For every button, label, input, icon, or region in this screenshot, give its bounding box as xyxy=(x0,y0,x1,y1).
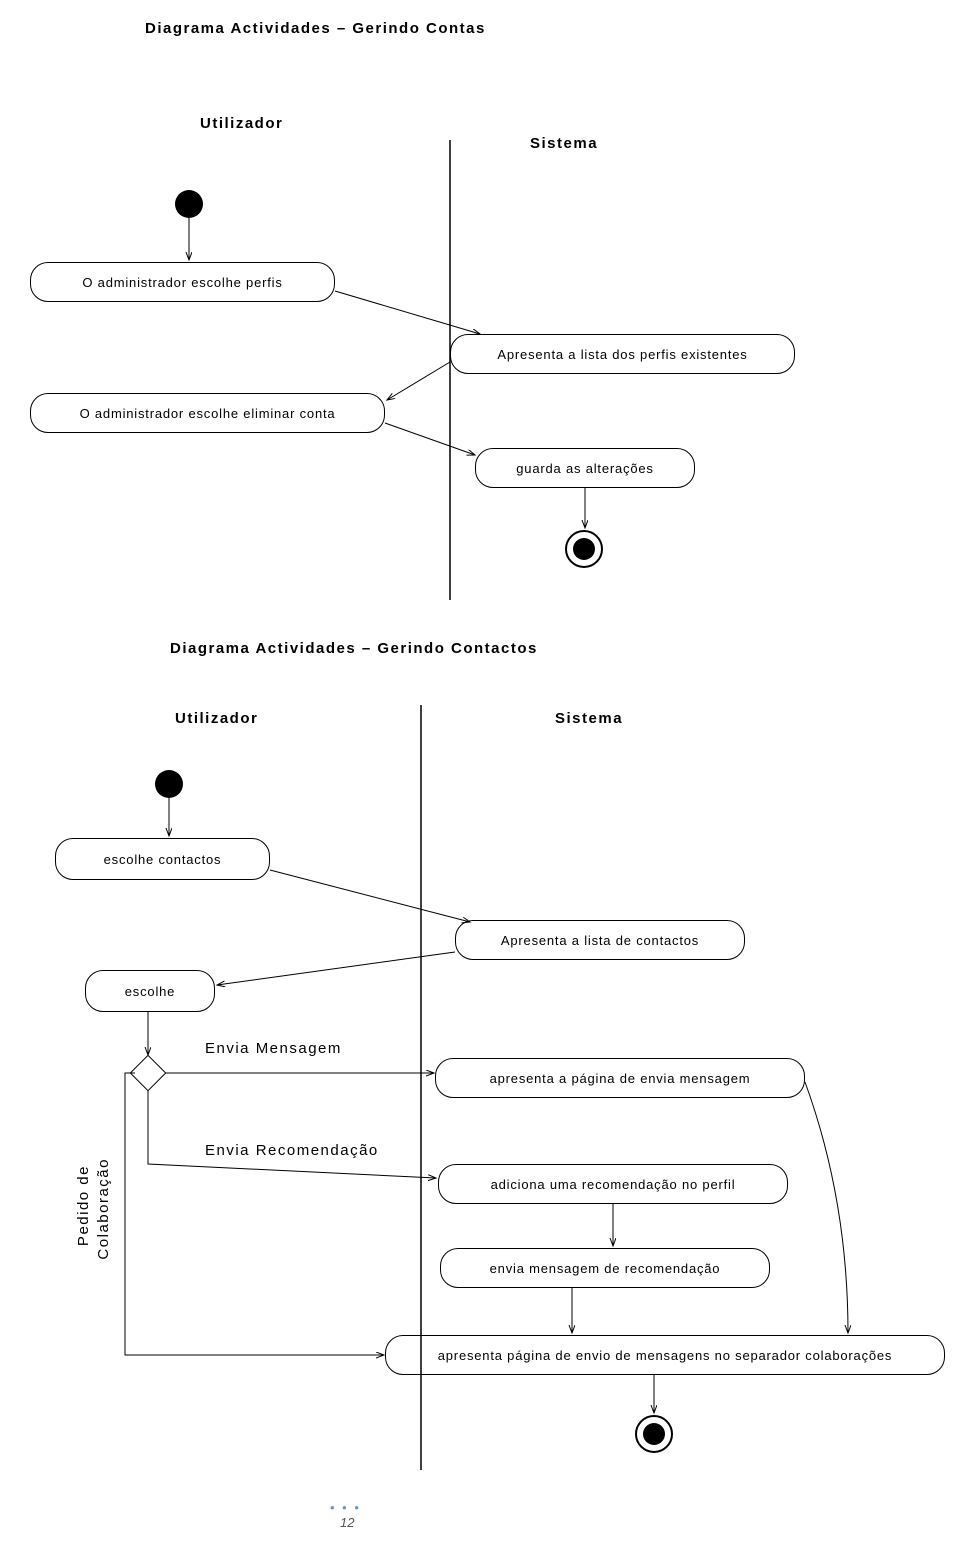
diagram1-node-guarda-alteracoes: guarda as alterações xyxy=(475,448,695,488)
diagram1-title: Diagrama Actividades – Gerindo Contas xyxy=(145,20,486,37)
diagram2-node-apresenta-lista-contactos: Apresenta a lista de contactos xyxy=(455,920,745,960)
diagram1-swimlane-utilizador: Utilizador xyxy=(200,115,283,132)
diagram2-initial-node xyxy=(155,770,183,798)
diagram2-node-apresenta-pagina-colaboracoes: apresenta página de envio de mensagens n… xyxy=(385,1335,945,1375)
diagram1-node-label-3: O administrador escolhe eliminar conta xyxy=(80,406,336,421)
diagram2-final-node-inner xyxy=(643,1423,665,1445)
diagram2-node-apresenta-pagina-mensagem: apresenta a página de envia mensagem xyxy=(435,1058,805,1098)
page-dots: • • • xyxy=(330,1500,361,1515)
diagram1-swimlane-sistema: Sistema xyxy=(530,135,598,152)
diagram2-decision-node xyxy=(130,1055,167,1092)
diagram2-final-node xyxy=(635,1415,673,1453)
diagram2-node-label-1: escolhe contactos xyxy=(104,852,222,867)
diagram2-node-envia-mensagem-recomendacao: envia mensagem de recomendação xyxy=(440,1248,770,1288)
diagram1-node-admin-escolhe-perfis: O administrador escolhe perfis xyxy=(30,262,335,302)
diagram2-node-label-5: adiciona uma recomendação no perfil xyxy=(491,1177,736,1192)
diagram1-node-label-2: Apresenta a lista dos perfis existentes xyxy=(497,347,747,362)
diagram2-swimlane-sistema: Sistema xyxy=(555,710,623,727)
diagram1-final-node-inner xyxy=(573,538,595,560)
diagram2-node-escolhe: escolhe xyxy=(85,970,215,1012)
edges-svg xyxy=(0,0,960,1551)
edge-label-pedido-de: Pedido de xyxy=(75,1165,92,1246)
diagram2-node-label-7: apresenta página de envio de mensagens n… xyxy=(438,1348,893,1363)
diagram2-node-label-4: apresenta a página de envia mensagem xyxy=(490,1071,751,1086)
edge-label-envia-recomendacao: Envia Recomendação xyxy=(205,1142,379,1159)
diagram1-node-label-4: guarda as alterações xyxy=(516,461,653,476)
diagram1-node-apresenta-lista-perfis: Apresenta a lista dos perfis existentes xyxy=(450,334,795,374)
page-number: 12 xyxy=(340,1515,354,1530)
diagram2-swimlane-utilizador: Utilizador xyxy=(175,710,258,727)
diagram2-node-label-2: Apresenta a lista de contactos xyxy=(501,933,699,948)
edge-label-colaboracao: Colaboração xyxy=(95,1158,112,1260)
diagram2-node-label-6: envia mensagem de recomendação xyxy=(490,1261,721,1276)
diagram1-node-label-1: O administrador escolhe perfis xyxy=(82,275,282,290)
diagram2-title: Diagrama Actividades – Gerindo Contactos xyxy=(170,640,538,657)
diagram2-node-escolhe-contactos: escolhe contactos xyxy=(55,838,270,880)
diagram1-initial-node xyxy=(175,190,203,218)
diagram2-node-adiciona-recomendacao: adiciona uma recomendação no perfil xyxy=(438,1164,788,1204)
diagram2-node-label-3: escolhe xyxy=(125,984,175,999)
diagram1-final-node xyxy=(565,530,603,568)
diagram1-node-admin-eliminar-conta: O administrador escolhe eliminar conta xyxy=(30,393,385,433)
edge-label-envia-mensagem: Envia Mensagem xyxy=(205,1040,342,1057)
